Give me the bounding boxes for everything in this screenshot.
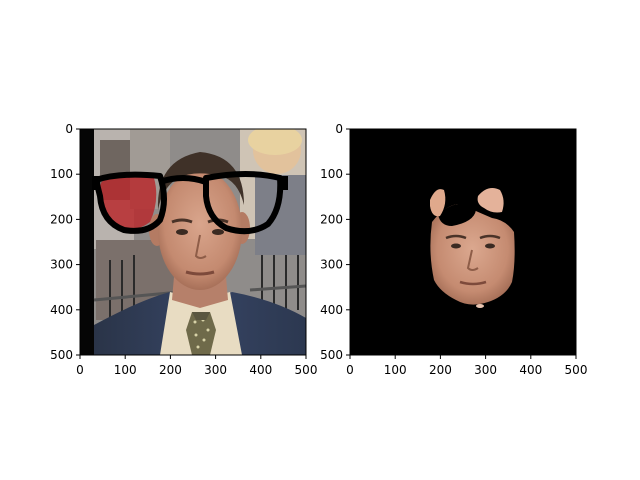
y-tick-label: 400	[50, 303, 73, 317]
axes-frame-left	[79, 128, 307, 356]
x-tick-label: 500	[295, 363, 318, 377]
x-tick-label: 400	[519, 363, 542, 377]
y-tick-label: 300	[320, 258, 343, 272]
x-tick-label: 100	[384, 363, 407, 377]
segmented-face-mask	[350, 129, 576, 355]
y-tick-label: 100	[50, 167, 73, 181]
y-tick-label: 500	[320, 348, 343, 362]
x-tick-label: 200	[159, 363, 182, 377]
face-photo-with-glasses	[80, 129, 306, 355]
x-tick-label: 400	[249, 363, 272, 377]
y-tick-label: 100	[320, 167, 343, 181]
y-tick-label: 200	[320, 212, 343, 226]
y-tick-label: 200	[50, 212, 73, 226]
y-tick-label: 0	[65, 122, 73, 136]
x-tick-label: 0	[76, 363, 84, 377]
y-tick-label: 300	[50, 258, 73, 272]
axes-frame-right	[349, 128, 577, 356]
x-tick-label: 200	[429, 363, 452, 377]
x-tick-label: 300	[474, 363, 497, 377]
x-tick-label: 100	[114, 363, 137, 377]
y-tick-label: 500	[50, 348, 73, 362]
x-tick-label: 500	[565, 363, 588, 377]
y-tick-label: 400	[320, 303, 343, 317]
x-tick-label: 0	[346, 363, 354, 377]
x-tick-label: 300	[204, 363, 227, 377]
y-tick-label: 0	[335, 122, 343, 136]
